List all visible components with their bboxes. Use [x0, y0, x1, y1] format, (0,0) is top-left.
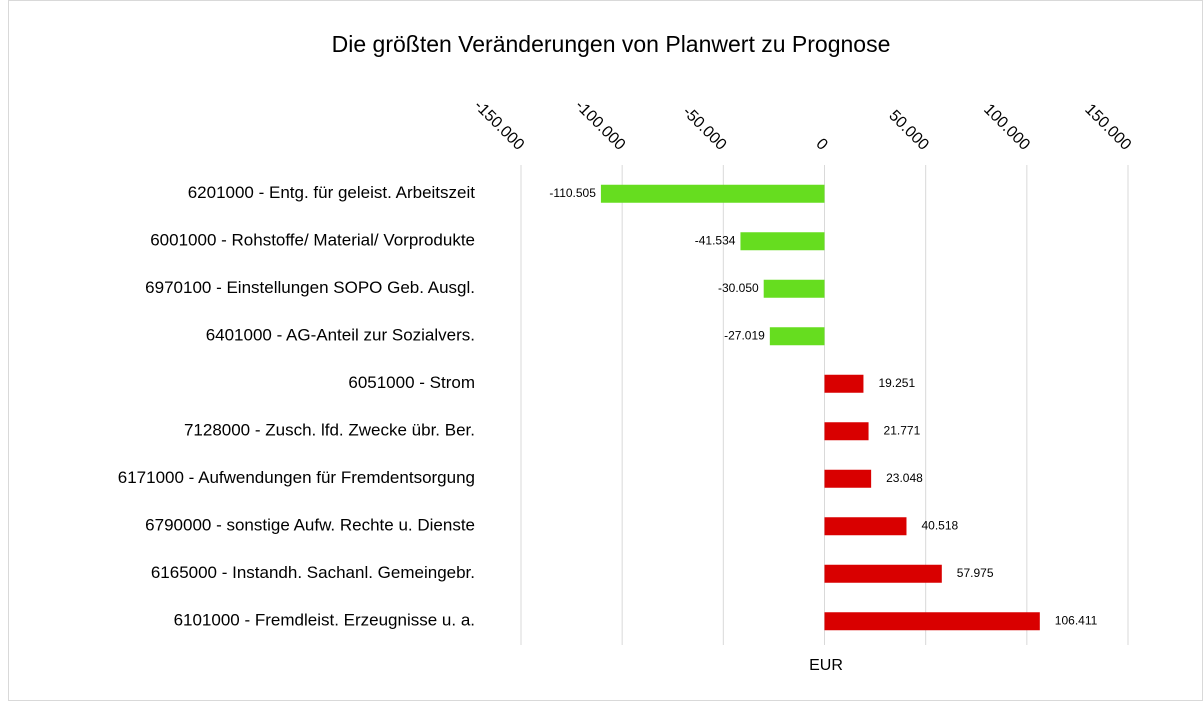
data-label: -110.505 [549, 186, 596, 200]
data-label: 106.411 [1055, 613, 1098, 627]
y-tick-label: 7128000 - Zusch. lfd. Zwecke übr. Ber. [184, 421, 475, 440]
bar [763, 279, 825, 298]
bar [824, 564, 942, 583]
y-tick-label: 6001000 - Rohstoffe/ Material/ Vorproduk… [150, 231, 475, 250]
data-label: 19.251 [878, 376, 915, 390]
y-tick-label: 6051000 - Strom [348, 373, 475, 392]
x-axis-label: EUR [809, 657, 843, 674]
bar [824, 517, 907, 536]
bar [824, 612, 1040, 631]
y-tick-label: 6201000 - Entg. für geleist. Arbeitszeit [188, 183, 476, 202]
data-label: -41.534 [695, 233, 736, 247]
bar [740, 232, 825, 251]
data-label: -30.050 [718, 281, 759, 295]
bar [769, 327, 825, 346]
data-label: 21.771 [884, 423, 921, 437]
chart-border [8, 0, 1203, 701]
bar [824, 469, 872, 488]
data-label: 57.975 [957, 566, 994, 580]
bar [600, 184, 825, 203]
data-label: 40.518 [921, 518, 958, 532]
chart-title: Die größten Veränderungen von Planwert z… [332, 31, 891, 57]
y-tick-label: 6171000 - Aufwendungen für Fremdentsorgu… [118, 468, 475, 487]
y-tick-label: 6790000 - sonstige Aufw. Rechte u. Diens… [145, 516, 475, 535]
data-label: 23.048 [886, 471, 923, 485]
bar [824, 374, 864, 393]
y-tick-label: 6165000 - Instandh. Sachanl. Gemeingebr. [151, 563, 475, 582]
y-tick-label: 6970100 - Einstellungen SOPO Geb. Ausgl. [145, 278, 475, 297]
bar [824, 422, 869, 441]
y-tick-label: 6401000 - AG-Anteil zur Sozialvers. [206, 326, 475, 345]
data-label: -27.019 [724, 328, 765, 342]
y-tick-label: 6101000 - Fremdleist. Erzeugnisse u. a. [174, 611, 475, 630]
